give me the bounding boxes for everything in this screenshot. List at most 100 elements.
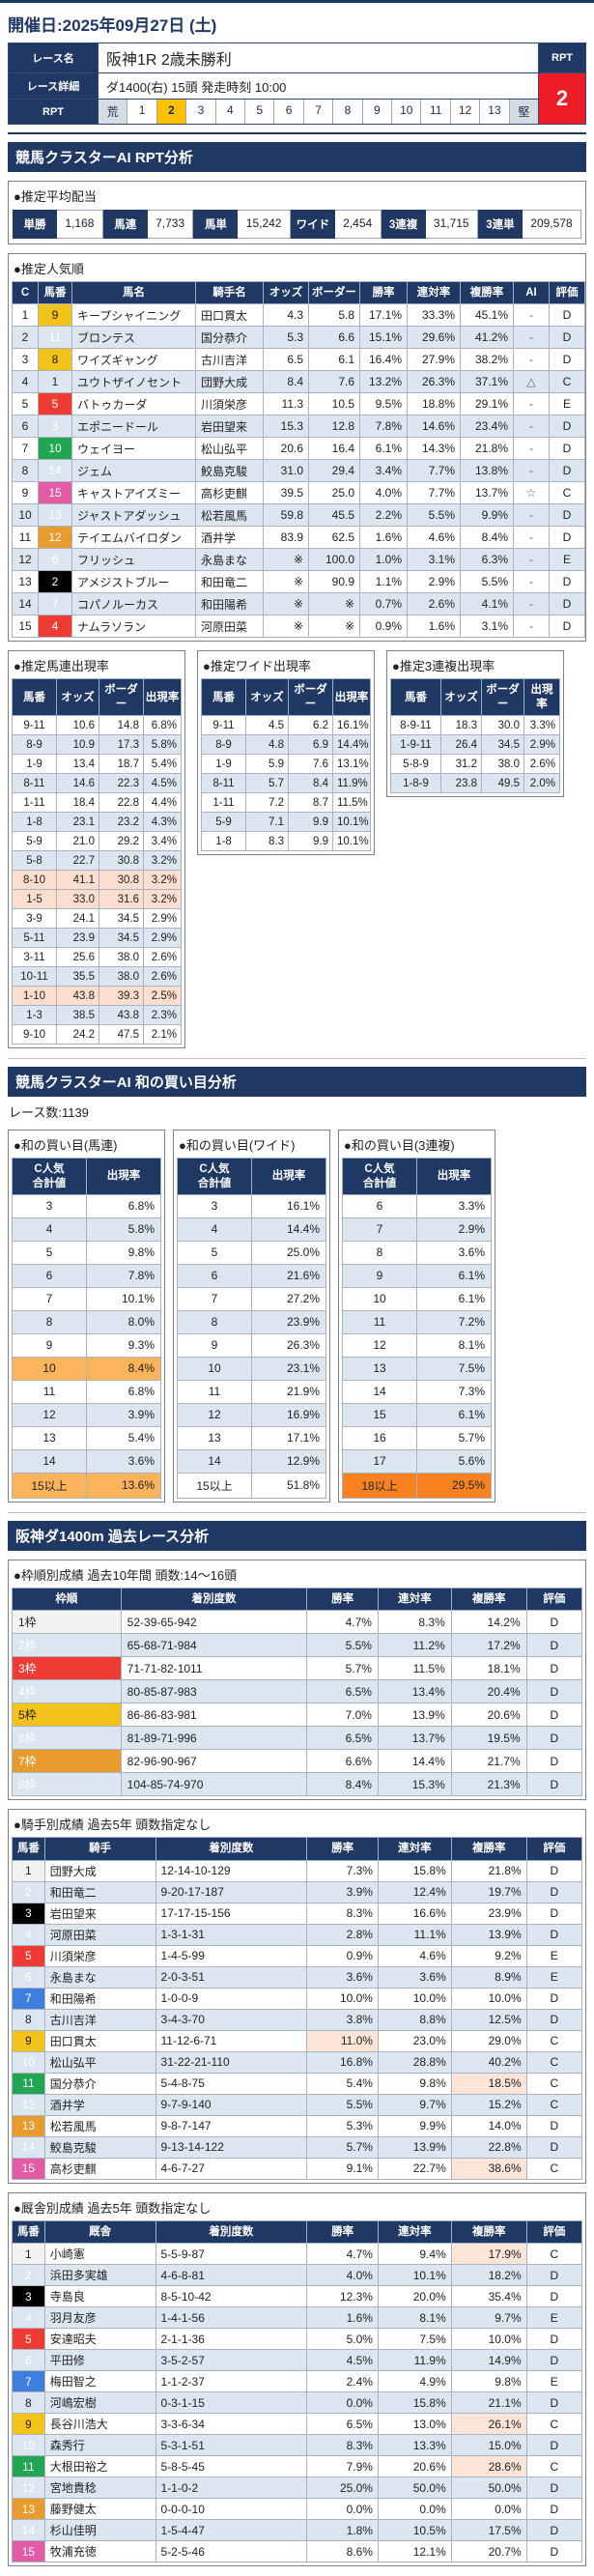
- cell-waku: 8枠: [12, 1772, 122, 1797]
- cell-fuku: 45.1%: [460, 303, 514, 328]
- cell-win: 3.8%: [306, 2008, 379, 2031]
- cell-eval: C: [549, 481, 585, 505]
- cell-fuku: 8.9%: [450, 1965, 527, 1989]
- section-divider: [8, 1058, 586, 1060]
- cell-rate: 27.2%: [251, 1286, 326, 1311]
- column-header: 枠順: [12, 1587, 122, 1612]
- cell-num: 7: [38, 592, 72, 616]
- table-row: 10 8.4%: [12, 1356, 161, 1381]
- cell-stable: 寺島良: [43, 2285, 156, 2307]
- cell-jockey: 岩田望来: [43, 1902, 156, 1925]
- table-row: 13 2 アメジストブルー 和田竜二 ※ 90.9 1.1% 2.9% 5.5% - D: [12, 570, 585, 594]
- cell-stable: 安達昭夫: [43, 2328, 156, 2350]
- cell-border: 6.2: [288, 715, 333, 736]
- cell-odds: 18.4: [56, 792, 99, 814]
- cell-rate: 7.3%: [416, 1379, 492, 1404]
- cell-name: コパノルーカス: [71, 592, 196, 616]
- cell-fuku: 9.8%: [450, 2370, 527, 2392]
- column-header: オッズ: [440, 678, 482, 717]
- cell-pair: 8-10: [12, 870, 57, 891]
- cell-sum: 11: [12, 1379, 87, 1404]
- column-header: 評価: [549, 280, 585, 305]
- race-detail-row: レース詳細 ダ1400(右) 15頭 発走時刻 10:00 2: [8, 72, 586, 125]
- table-row: 11 12 テイエムバイロダン 酒井学 83.9 62.5 1.6% 4.6% 8.4% - D: [12, 526, 585, 550]
- column-header: 出現率: [332, 678, 371, 717]
- cell-eval: C: [525, 2072, 583, 2095]
- table-row: 10 6.1%: [342, 1286, 492, 1311]
- cell-jockey: 鮫島克駿: [195, 459, 264, 483]
- table-row: 7 2.9%: [342, 1216, 492, 1242]
- cell-ren: 3.1%: [407, 548, 461, 572]
- cell-waku: 4枠: [12, 1679, 122, 1704]
- cell-pair: 8-11: [201, 773, 246, 794]
- cell-odds: 33.0: [56, 889, 99, 910]
- table-row: 11 6.8%: [12, 1379, 161, 1404]
- table-row: 5 安達昭夫 2-1-1-36 5.0% 7.5% 10.0% D: [12, 2328, 583, 2350]
- cell-waku: 3枠: [12, 1656, 122, 1681]
- table-row: 3 6.8%: [12, 1193, 161, 1218]
- cell-rate: 5.4%: [86, 1425, 161, 1450]
- cell-c: 7: [12, 437, 39, 461]
- cell-name: ナムラソラン: [71, 615, 196, 639]
- cell-fuku: 9.7%: [450, 2306, 527, 2329]
- cell-rec: 4-6-7-27: [155, 2157, 308, 2180]
- cell-eval: D: [549, 503, 585, 528]
- cell-fuku: 15.2%: [450, 2093, 527, 2116]
- table-row: 1 団野大成 12-14-10-129 7.3% 15.8% 21.8% D: [12, 1859, 583, 1882]
- cell-win: 8.4%: [306, 1772, 379, 1797]
- cell-jockey: 国分恭介: [43, 2072, 156, 2095]
- umaren-rate-title: ●推定馬連出現率: [14, 659, 109, 674]
- cell-c: 9: [12, 481, 39, 505]
- cell-eval: D: [525, 1859, 583, 1882]
- cell-eval: D: [525, 2391, 583, 2414]
- cell-fuku: 8.4%: [460, 526, 514, 550]
- table-row: 3 16.1%: [177, 1193, 326, 1218]
- cell-c: 5: [12, 392, 39, 416]
- popularity-table: C 馬番 馬名 騎手名 オッズ ボーダー 勝率 連対率 複勝率 AI 評価 1 9 キープシャイニング田…: [12, 280, 585, 639]
- cell-sum: 18以上: [342, 1472, 417, 1499]
- cell-rate: 5.6%: [416, 1448, 492, 1474]
- cell-win: 15.1%: [359, 326, 408, 350]
- cell-waku: 5枠: [12, 1703, 122, 1728]
- cell-eval: E: [525, 1965, 583, 1989]
- cell-fuku: 9.2%: [450, 1944, 527, 1967]
- cell-rate: 5.7%: [416, 1425, 492, 1450]
- cell-ren: 14.6%: [407, 415, 461, 439]
- cell-rec: 8-5-10-42: [155, 2285, 308, 2307]
- rpt-scale-cell: 10: [391, 100, 421, 124]
- table-row: 7枠 82-96-90-967 6.6% 14.4% 21.7% D: [12, 1749, 583, 1774]
- cell-sum: 4: [12, 1216, 87, 1242]
- umaren-rate-box: ●推定馬連出現率 馬番 オッズ ボーダー 出現率 9-11 10.6 14.8 6.8% 8-…: [8, 650, 185, 1049]
- cell-rate: 3.6%: [416, 1240, 492, 1265]
- cell-waku: 2枠: [12, 1633, 122, 1658]
- cell-num: 10: [38, 437, 72, 461]
- cell-stable: 森秀行: [43, 2434, 156, 2456]
- cell-jockey: 松若風馬: [43, 2114, 156, 2137]
- cell-c: 4: [12, 370, 39, 394]
- cell-sum: 9: [177, 1332, 252, 1358]
- column-header: 評価: [525, 1837, 583, 1861]
- cell-odds: 23.1: [56, 812, 99, 833]
- cell-sum: 6: [12, 1263, 87, 1288]
- cell-pair: 1-5: [12, 889, 57, 910]
- cell-jockey: 松若風馬: [195, 503, 264, 528]
- cell-border: 34.5: [481, 734, 524, 756]
- rpt-column-header: RPT: [538, 43, 586, 73]
- cell-sum: 10: [342, 1286, 417, 1311]
- column-header: 複勝率: [460, 280, 514, 305]
- cell-sum: 14: [177, 1448, 252, 1474]
- cell-num: 14: [38, 459, 72, 483]
- cell-waku: 6枠: [12, 1726, 122, 1751]
- cell-c: 11: [12, 526, 39, 550]
- cell-border: 30.8: [99, 850, 144, 872]
- cell-rate: 2.6%: [143, 947, 182, 968]
- cell-ren: 4.9%: [377, 2370, 452, 2392]
- race-name-row: レース名 阪神1R 2歳未勝利 RPT: [8, 43, 586, 73]
- cell-odds: 23.9: [56, 928, 99, 949]
- cell-num: 12: [12, 2476, 45, 2499]
- table-header-row: C人気 合計値 出現率: [342, 1158, 492, 1195]
- cell-border: 9.9: [288, 812, 333, 833]
- table-row: 2 和田竜二 9-20-17-187 3.9% 12.4% 19.7% D: [12, 1880, 583, 1903]
- cell-ren: 0.0%: [377, 2498, 452, 2520]
- column-header: 複勝率: [450, 2219, 527, 2245]
